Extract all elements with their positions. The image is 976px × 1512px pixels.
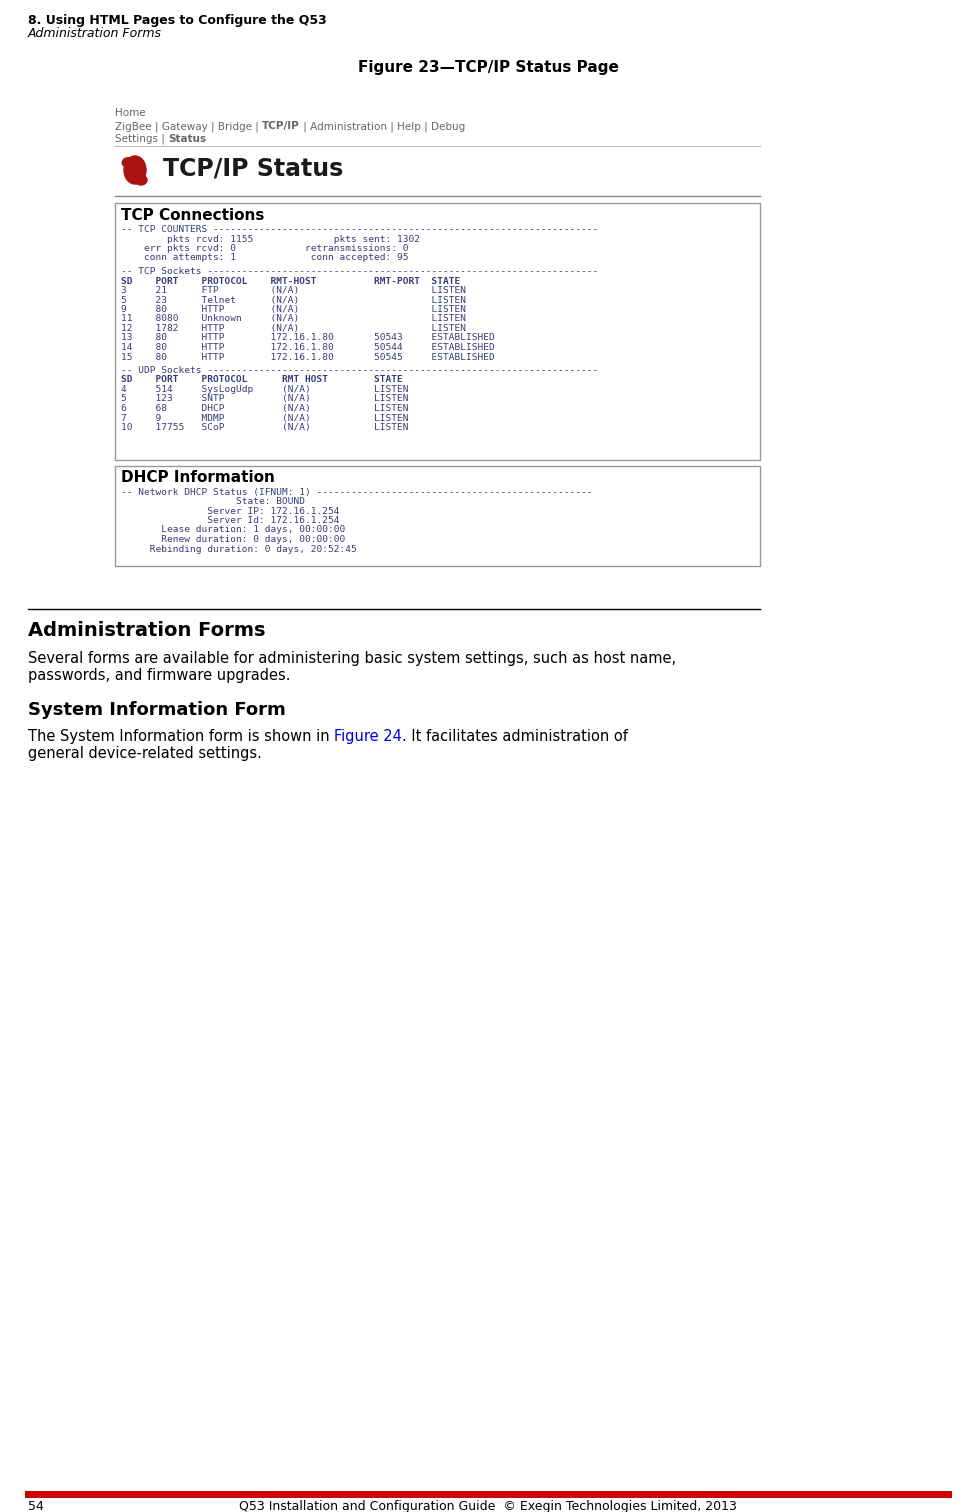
Text: . It facilitates administration of: . It facilitates administration of	[402, 729, 628, 744]
Ellipse shape	[122, 157, 132, 166]
Text: Home: Home	[115, 107, 145, 118]
Text: 15    80      HTTP        172.16.1.80       50545     ESTABLISHED: 15 80 HTTP 172.16.1.80 50545 ESTABLISHED	[121, 352, 495, 361]
Text: SD    PORT    PROTOCOL    RMT-HOST          RMT-PORT  STATE: SD PORT PROTOCOL RMT-HOST RMT-PORT STATE	[121, 277, 461, 286]
Text: 8. Using HTML Pages to Configure the Q53: 8. Using HTML Pages to Configure the Q53	[28, 14, 327, 27]
Text: 14    80      HTTP        172.16.1.80       50544     ESTABLISHED: 14 80 HTTP 172.16.1.80 50544 ESTABLISHED	[121, 343, 495, 352]
Text: -- Network DHCP Status (IFNUM: 1) ----------------------------------------------: -- Network DHCP Status (IFNUM: 1) ------…	[121, 487, 592, 496]
Text: Several forms are available for administering basic system settings, such as hos: Several forms are available for administ…	[28, 652, 676, 665]
Text: 5     123     SNTP          (N/A)           LISTEN: 5 123 SNTP (N/A) LISTEN	[121, 395, 409, 404]
Text: 13    80      HTTP        172.16.1.80       50543     ESTABLISHED: 13 80 HTTP 172.16.1.80 50543 ESTABLISHED	[121, 334, 495, 343]
Ellipse shape	[124, 156, 146, 184]
Text: Figure 23—TCP/IP Status Page: Figure 23—TCP/IP Status Page	[357, 60, 619, 76]
Text: 9     80      HTTP        (N/A)                       LISTEN: 9 80 HTTP (N/A) LISTEN	[121, 305, 466, 314]
Text: 54: 54	[28, 1500, 44, 1512]
Text: 5     23      Telnet      (N/A)                       LISTEN: 5 23 Telnet (N/A) LISTEN	[121, 295, 466, 304]
Bar	[115, 203, 760, 460]
Text: -- TCP Sockets -----------------------------------------------------------------: -- TCP Sockets -------------------------…	[121, 268, 598, 277]
Text: Renew duration: 0 days, 00:00:00: Renew duration: 0 days, 00:00:00	[121, 535, 346, 544]
Text: Administration Forms: Administration Forms	[28, 27, 162, 39]
Ellipse shape	[135, 175, 147, 184]
Text: ZigBee | Gateway | Bridge |: ZigBee | Gateway | Bridge |	[115, 121, 263, 132]
Text: Administration Forms: Administration Forms	[28, 621, 265, 640]
Text: 10    17755   SCoP          (N/A)           LISTEN: 10 17755 SCoP (N/A) LISTEN	[121, 423, 409, 432]
Text: passwords, and firmware upgrades.: passwords, and firmware upgrades.	[28, 668, 291, 683]
Text: general device-related settings.: general device-related settings.	[28, 745, 262, 761]
Text: TCP/IP: TCP/IP	[263, 121, 300, 132]
Text: Server IP: 172.16.1.254: Server IP: 172.16.1.254	[121, 507, 340, 516]
Text: Status: Status	[168, 135, 206, 144]
Text: System Information Form: System Information Form	[28, 702, 286, 720]
Text: Server Id: 172.16.1.254: Server Id: 172.16.1.254	[121, 516, 340, 525]
Text: 11    8080    Unknown     (N/A)                       LISTEN: 11 8080 Unknown (N/A) LISTEN	[121, 314, 466, 324]
Text: 12    1782    HTTP        (N/A)                       LISTEN: 12 1782 HTTP (N/A) LISTEN	[121, 324, 466, 333]
Text: The System Information form is shown in: The System Information form is shown in	[28, 729, 334, 744]
Text: -- UDP Sockets -----------------------------------------------------------------: -- UDP Sockets -------------------------…	[121, 366, 598, 375]
Text: TCP Connections: TCP Connections	[121, 209, 264, 222]
Text: | Administration | Help | Debug: | Administration | Help | Debug	[300, 121, 466, 132]
Text: Lease duration: 1 days, 00:00:00: Lease duration: 1 days, 00:00:00	[121, 526, 346, 535]
Text: 4     514     SysLogUdp     (N/A)           LISTEN: 4 514 SysLogUdp (N/A) LISTEN	[121, 386, 409, 395]
Text: Settings |: Settings |	[115, 135, 168, 145]
Text: State: BOUND: State: BOUND	[121, 497, 305, 507]
Text: conn attempts: 1             conn accepted: 95: conn attempts: 1 conn accepted: 95	[121, 254, 409, 263]
Text: -- TCP COUNTERS ----------------------------------------------------------------: -- TCP COUNTERS ------------------------…	[121, 225, 598, 234]
Text: 3     21      FTP         (N/A)                       LISTEN: 3 21 FTP (N/A) LISTEN	[121, 286, 466, 295]
Text: Q53 Installation and Configuration Guide  © Exegin Technologies Limited, 2013: Q53 Installation and Configuration Guide…	[239, 1500, 737, 1512]
Text: err pkts rcvd: 0            retransmissions: 0: err pkts rcvd: 0 retransmissions: 0	[121, 243, 409, 253]
Text: 6     68      DHCP          (N/A)           LISTEN: 6 68 DHCP (N/A) LISTEN	[121, 404, 409, 413]
Text: Rebinding duration: 0 days, 20:52:45: Rebinding duration: 0 days, 20:52:45	[121, 544, 357, 553]
Text: 7     9       MDMP          (N/A)           LISTEN: 7 9 MDMP (N/A) LISTEN	[121, 413, 409, 422]
Text: TCP/IP Status: TCP/IP Status	[163, 157, 344, 181]
Text: DHCP Information: DHCP Information	[121, 470, 275, 485]
Text: SD    PORT    PROTOCOL      RMT HOST        STATE: SD PORT PROTOCOL RMT HOST STATE	[121, 375, 403, 384]
Text: pkts rcvd: 1155              pkts sent: 1302: pkts rcvd: 1155 pkts sent: 1302	[121, 234, 420, 243]
Text: Figure 24: Figure 24	[334, 729, 402, 744]
Bar	[115, 466, 760, 565]
